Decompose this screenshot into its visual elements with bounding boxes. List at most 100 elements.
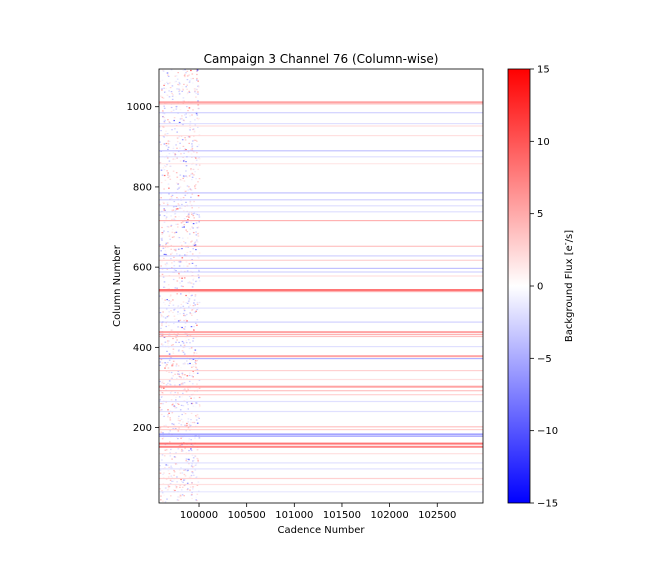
noise-pixel [188,306,190,308]
noise-pixel [164,133,166,135]
noise-pixel [180,497,182,499]
noise-pixel [184,194,187,196]
noise-pixel [198,144,200,146]
noise-pixel [176,463,178,465]
noise-pixel [175,107,178,109]
noise-pixel [178,93,181,95]
x-tick-label: 102000 [371,510,409,521]
noise-pixel [173,261,176,263]
noise-pixel [191,143,193,145]
noise-pixel [192,312,194,314]
noise-pixel [185,216,188,218]
noise-pixel [193,459,195,462]
noise-pixel [178,422,180,424]
noise-pixel [163,221,166,223]
noise-pixel [190,412,193,414]
column-band [159,355,483,358]
noise-pixel [181,116,183,118]
noise-pixel [182,344,185,346]
noise-pixel [176,141,179,143]
noise-pixel [191,286,194,288]
noise-pixel [161,392,164,394]
noise-pixel [160,315,163,317]
noise-pixel [160,182,163,184]
colorbar-tick-label: −15 [537,499,558,510]
noise-pixel [198,131,201,133]
noise-pixel [189,312,191,314]
noise-pixel [175,96,177,98]
noise-pixel [175,223,177,225]
noise-pixel [184,469,187,471]
noise-pixel [191,207,193,209]
noise-pixel [187,221,189,223]
noise-pixel [173,315,176,317]
noise-pixel [188,175,191,177]
noise-pixel [163,208,165,210]
noise-pixel [167,485,170,487]
noise-pixel [179,282,181,284]
noise-pixel [177,208,179,210]
noise-pixel [185,261,188,263]
colorbar-tick-label: −5 [537,354,552,365]
noise-pixel [165,92,167,94]
noise-pixel [187,403,189,406]
noise-pixel [178,349,180,351]
noise-pixel [192,460,194,462]
noise-pixel [166,464,169,466]
noise-pixel [160,169,163,171]
noise-pixel [184,447,186,449]
noise-pixel [195,310,197,312]
noise-pixel [194,349,197,351]
noise-pixel [193,245,196,247]
noise-pixel [178,496,181,498]
noise-pixel [162,119,165,121]
noise-pixel [167,242,169,244]
noise-pixel [168,226,171,228]
noise-pixel [163,174,166,177]
noise-pixel [190,465,193,467]
noise-pixel [177,496,179,498]
noise-pixel [177,136,179,138]
noise-pixel [170,448,172,451]
noise-pixel [166,316,169,318]
noise-pixel [187,215,189,217]
noise-pixel [187,488,189,490]
noise-pixel [163,84,165,86]
noise-pixel [195,352,198,354]
noise-pixel [167,489,169,491]
noise-pixel [191,454,194,456]
noise-pixel [195,184,197,186]
noise-pixel [194,124,197,126]
noise-pixel [178,81,181,84]
y-tick-label: 400 [133,343,152,354]
noise-pixel [198,178,201,180]
noise-pixel [176,476,178,478]
noise-pixel [180,418,183,420]
noise-pixel [163,494,165,496]
noise-pixel [193,302,195,304]
noise-pixel [184,127,187,129]
noise-pixel [167,143,170,145]
noise-pixel [176,147,178,149]
noise-pixel [160,197,162,199]
noise-pixel [180,344,182,346]
noise-pixel [161,438,164,440]
noise-pixel [159,472,162,474]
noise-pixel [175,270,177,272]
noise-pixel [186,320,188,322]
noise-pixel [172,152,175,154]
noise-pixel [196,414,199,416]
noise-pixel [179,118,182,120]
column-band [159,271,483,273]
noise-pixel [176,377,178,380]
noise-pixel [168,371,170,373]
noise-pixel [162,301,165,304]
noise-pixel [186,270,189,272]
noise-pixel [188,281,191,283]
noise-pixel [175,106,178,108]
noise-pixel [164,449,167,451]
noise-pixel [185,221,188,223]
noise-pixel [168,187,170,189]
column-band [159,410,483,413]
noise-pixel [160,413,163,416]
